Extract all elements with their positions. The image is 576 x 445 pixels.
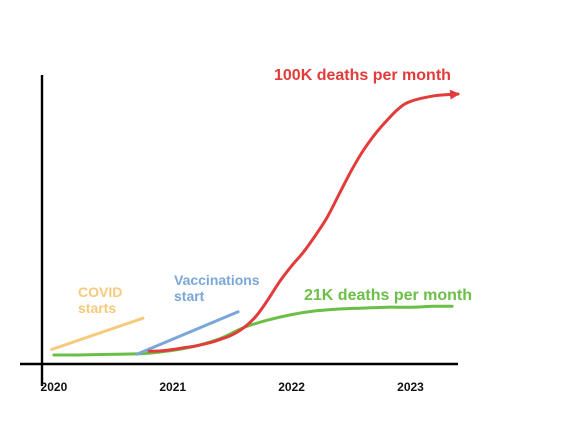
- x-tick-label-2023: 2023: [397, 380, 424, 394]
- x-tick-label-2021: 2021: [159, 380, 186, 394]
- annotation-green-line-1: 21K deaths per month: [304, 287, 472, 304]
- x-tick-label-2020: 2020: [41, 380, 68, 394]
- annotation-red-line-1: 100K deaths per month: [274, 67, 451, 84]
- annotation-vaccinations-line-2: start: [174, 288, 205, 304]
- series-vaccination-line: [135, 310, 240, 356]
- annotation-covid-line-1: COVID: [78, 284, 122, 300]
- annotation-vaccinations: Vaccinations start: [174, 272, 263, 304]
- x-tick-labels: 2020 2021 2022 2023: [41, 380, 425, 394]
- series-green-line: [52, 304, 454, 357]
- annotation-green: 21K deaths per month: [304, 287, 472, 304]
- annotation-red: 100K deaths per month: [274, 67, 451, 84]
- x-tick-label-2022: 2022: [278, 380, 305, 394]
- series-red-line: [147, 89, 460, 353]
- series-covid-line: [50, 316, 145, 351]
- series-group: [50, 89, 460, 357]
- annotation-covid: COVID starts: [78, 284, 126, 316]
- annotation-vaccinations-line-1: Vaccinations: [174, 272, 260, 288]
- annotation-covid-line-2: starts: [78, 300, 116, 316]
